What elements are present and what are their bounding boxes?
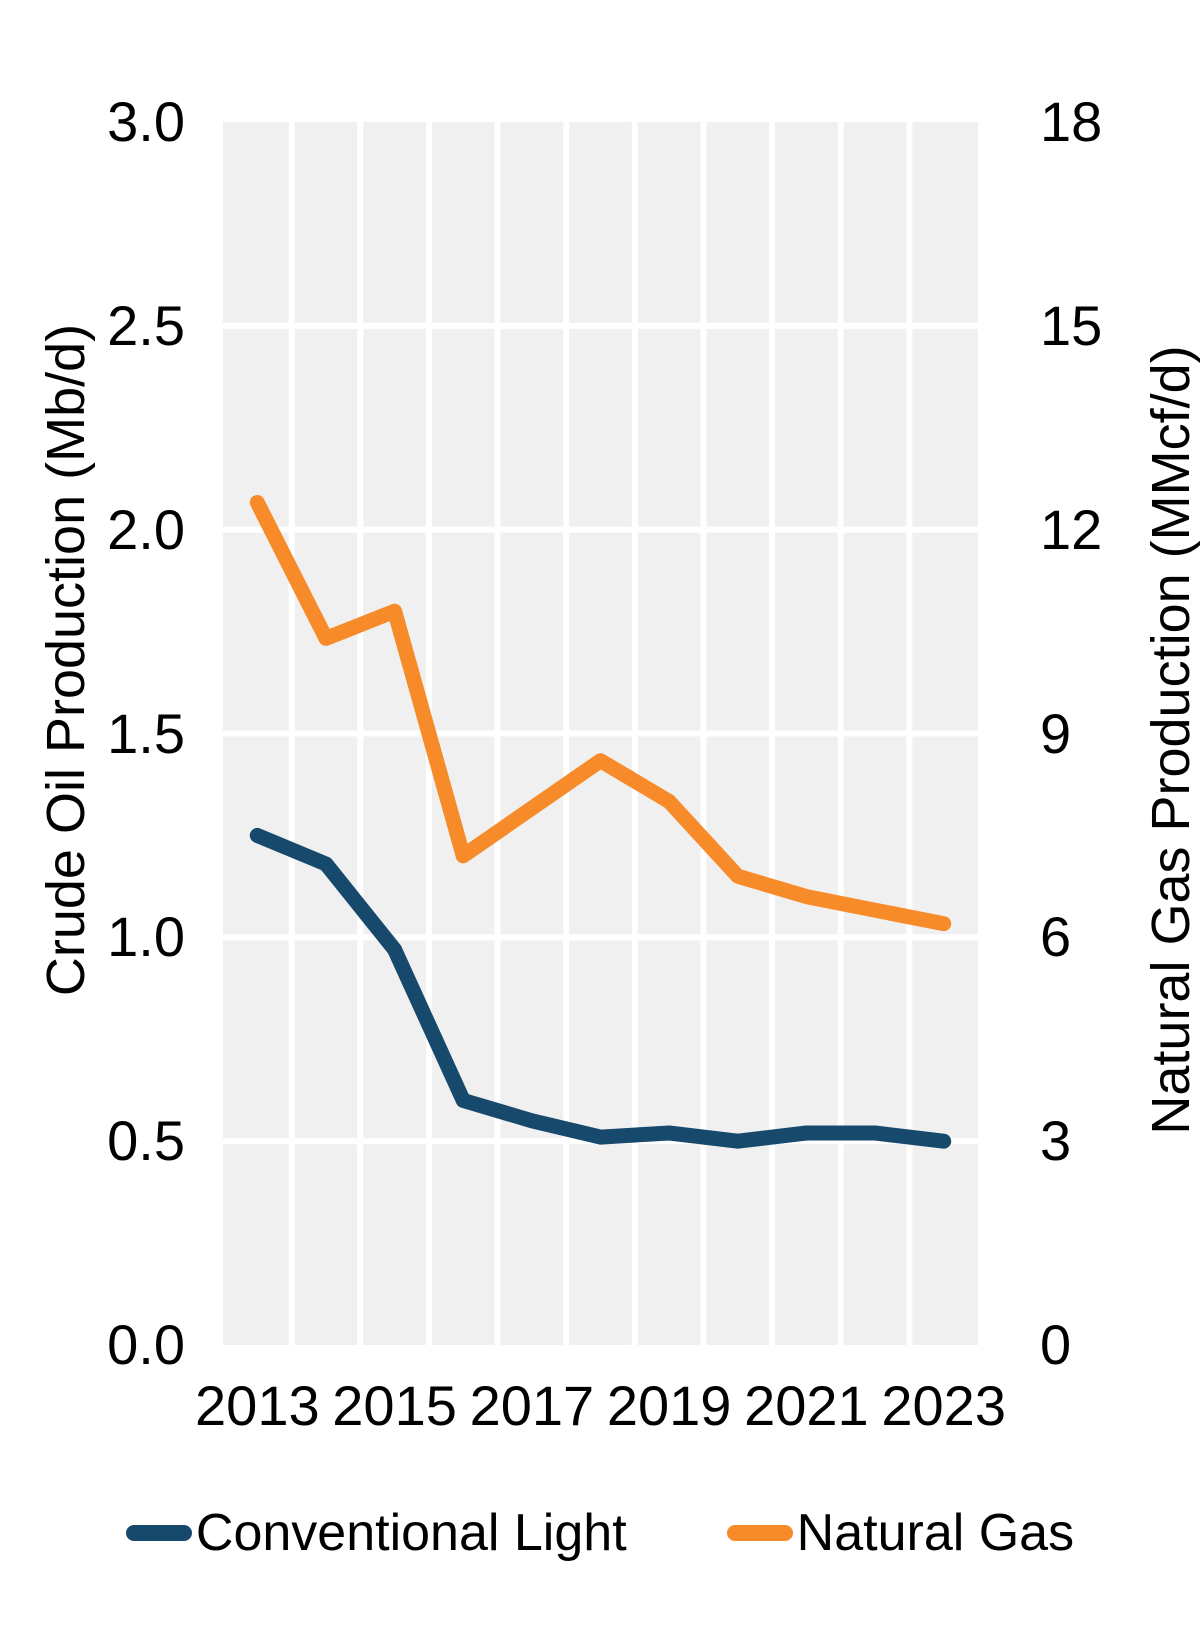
- right-axis-title: Natural Gas Production (MMcf/d): [1141, 345, 1200, 1135]
- natural-gas-swatch: [726, 1525, 793, 1541]
- x-tick-2019: 2019: [606, 1374, 732, 1437]
- plot-area: [223, 122, 978, 1345]
- x-tick-2013: 2013: [195, 1374, 320, 1437]
- x-tick-2017: 2017: [469, 1374, 595, 1437]
- left-tick-2.5: 2.5: [107, 293, 185, 357]
- legend-label-conventional-light: Conventional Light: [195, 1504, 627, 1562]
- right-tick-9: 9: [1040, 701, 1072, 765]
- right-tick-15: 15: [1040, 293, 1103, 357]
- right-tick-18: 18: [1040, 90, 1103, 153]
- series-line-conventional-light: [249, 827, 952, 1149]
- legend-label-natural-gas: Natural Gas: [796, 1504, 1075, 1562]
- left-tick-1.5: 1.5: [107, 701, 185, 765]
- left-axis-title: Crude Oil Production (Mb/d): [36, 323, 96, 997]
- x-tick-2023: 2023: [881, 1374, 1006, 1437]
- right-tick-6: 6: [1040, 905, 1072, 969]
- x-tick-2015: 2015: [332, 1374, 457, 1437]
- left-tick-0.0: 0.0: [107, 1313, 185, 1376]
- legend-item-natural-gas: Natural Gas: [726, 1504, 1075, 1562]
- x-tick-2021: 2021: [744, 1374, 869, 1437]
- conventional-light-swatch: [125, 1525, 192, 1541]
- left-tick-1.0: 1.0: [107, 905, 185, 969]
- right-tick-3: 3: [1040, 1109, 1072, 1173]
- legend: Conventional Light Natural Gas: [0, 1505, 1200, 1561]
- legend-item-conventional-light: Conventional Light: [125, 1504, 627, 1562]
- series-line-natural-gas: [249, 495, 952, 932]
- right-tick-0: 0: [1040, 1313, 1072, 1376]
- right-tick-12: 12: [1040, 497, 1103, 561]
- left-tick-2.0: 2.0: [107, 497, 185, 561]
- left-tick-3.0: 3.0: [107, 90, 185, 153]
- left-tick-0.5: 0.5: [107, 1109, 185, 1173]
